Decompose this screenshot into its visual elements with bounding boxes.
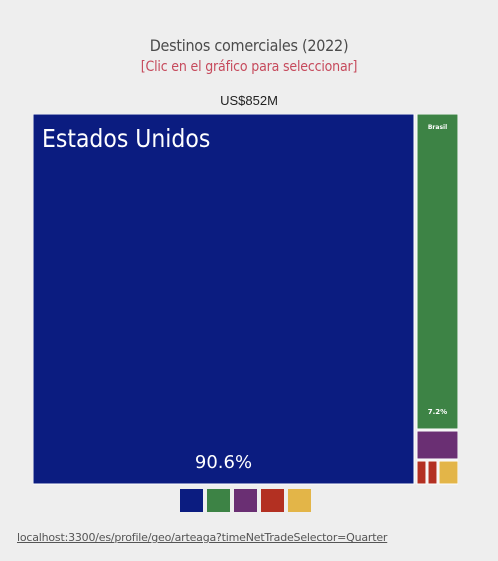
treemap-tile-4[interactable] [416, 460, 427, 485]
treemap-value-brasil: 7.2% [428, 408, 447, 416]
treemap-tile-brasil[interactable] [416, 114, 458, 430]
legend [180, 489, 311, 512]
treemap-label-brasil: Brasil [428, 124, 447, 131]
europe-icon[interactable] [234, 489, 257, 512]
treemap-label-estados-unidos: Estados Unidos [42, 124, 210, 154]
chart-total: US$852M [220, 93, 278, 108]
treemap-tile-estados-unidos[interactable] [33, 114, 415, 485]
asia-icon[interactable] [261, 489, 284, 512]
chart-title: Destinos comerciales (2022) [149, 36, 349, 55]
treemap-value-estados-unidos: 90.6% [195, 452, 252, 473]
south-america-icon[interactable] [207, 489, 230, 512]
africa-icon[interactable] [288, 489, 311, 512]
treemap-chart[interactable]: Estados Unidos 90.6% Brasil 7.2% [33, 114, 458, 486]
north-america-icon[interactable] [180, 489, 203, 512]
chart-subtitle: [Clic en el gráfico para seleccionar] [140, 59, 358, 75]
footer-url[interactable]: localhost:3300/es/profile/geo/arteaga?ti… [17, 531, 388, 544]
treemap-tile-6[interactable] [438, 460, 458, 485]
treemap-tile-3[interactable] [416, 430, 458, 460]
treemap-tile-5[interactable] [427, 460, 438, 485]
